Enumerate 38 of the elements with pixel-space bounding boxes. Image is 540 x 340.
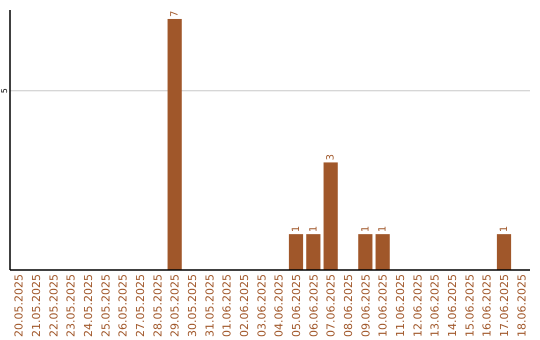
x-tick-label: 13.06.2025	[428, 274, 442, 337]
data-label: 1	[499, 226, 510, 232]
data-label: 3	[326, 154, 337, 160]
x-tick-label: 15.06.2025	[463, 274, 476, 337]
x-tick-label: 22.05.2025	[47, 274, 60, 337]
x-tick-label: 06.06.2025	[307, 274, 320, 337]
x-tick-label: 11.06.2025	[394, 274, 407, 337]
data-label: 1	[291, 226, 302, 232]
x-tick-label: 21.05.2025	[30, 274, 43, 337]
x-tick-label: 24.05.2025	[82, 274, 95, 337]
x-tick-label: 03.06.2025	[255, 274, 268, 337]
x-tick-label: 01.06.2025	[220, 274, 234, 337]
data-label: 1	[308, 226, 320, 232]
x-tick-label: 29.05.2025	[168, 274, 182, 337]
x-tick-label: 02.06.2025	[238, 274, 251, 337]
x-tick-label: 18.06.2025	[515, 274, 528, 337]
x-tick-label: 27.05.2025	[134, 274, 147, 337]
data-label: 1	[360, 226, 372, 232]
x-tick-label: 09.06.2025	[359, 274, 372, 337]
x-tick-label: 05.06.2025	[290, 274, 303, 337]
x-tick-label: 20.05.2025	[12, 274, 26, 337]
x-tick-label: 08.06.2025	[342, 274, 355, 337]
x-tick-label: 17.06.2025	[498, 274, 511, 337]
x-tick-label: 23.05.2025	[64, 274, 78, 337]
x-tick-label: 25.05.2025	[99, 274, 112, 337]
data-label: 1	[378, 226, 389, 232]
x-tick-label: 12.06.2025	[411, 274, 424, 337]
x-tick-label: 07.06.2025	[324, 274, 338, 337]
y-tick-label: 5	[0, 88, 9, 94]
x-tick-label: 10.06.2025	[376, 274, 390, 337]
x-tick-label: 26.05.2025	[116, 274, 130, 337]
x-tick-label: 16.06.2025	[480, 274, 494, 337]
x-tick-label: 28.05.2025	[151, 274, 164, 337]
x-tick-label: 04.06.2025	[272, 274, 286, 337]
x-tick-label: 31.05.2025	[203, 274, 216, 337]
x-tick-label: 14.06.2025	[446, 274, 459, 337]
x-tick-label: 30.05.2025	[186, 274, 199, 337]
data-label: 7	[170, 10, 181, 17]
